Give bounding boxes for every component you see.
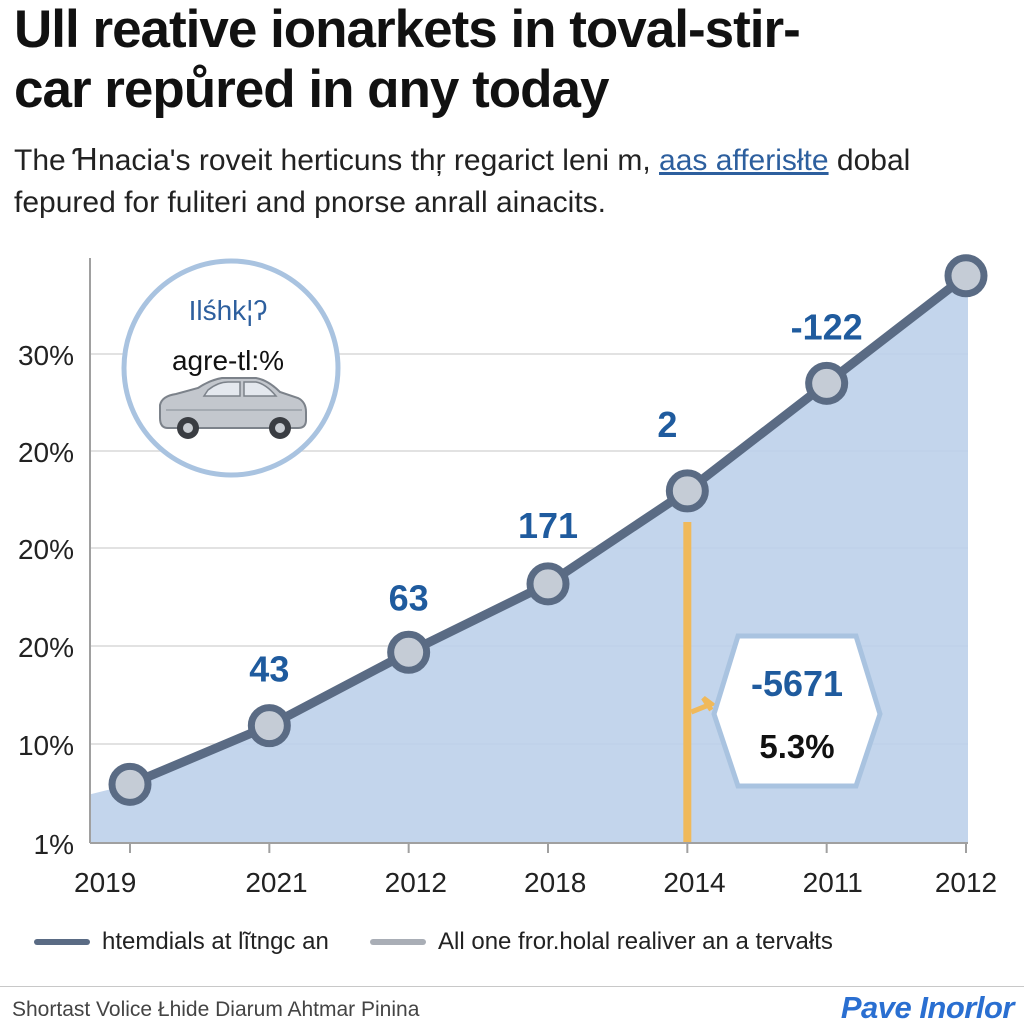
y-tick-label: 20% [18,534,74,565]
y-tick-label: 10% [18,730,74,761]
footer-divider [0,986,1024,987]
callout-value: -5671 [751,663,843,704]
chart-title-line2: car repůred in ɑny today [14,60,609,119]
badge: Ilśhk¦ʔ agre-tl:% [121,258,341,478]
legend-label-secondary: All one fror.holal realiver an a tervałt… [438,928,833,955]
y-tick-label: 20% [18,632,74,663]
chart-title-line1: Ull reative ionarkets in toval-stir- [14,0,801,59]
y-tick-label: 1% [34,829,74,860]
subtitle-link[interactable]: aas afferisłte [659,144,829,177]
x-tick-label: 2012 [385,867,447,898]
x-tick-label: 2019 [74,867,136,898]
data-point [247,704,291,748]
x-tick-label: 2014 [663,867,725,898]
data-label: 63 [389,577,429,618]
legend-item-primary: htemdials at lĩtngc an [34,928,329,956]
legend-swatch-primary [34,939,90,945]
callout-badge: -5671 5.3% [711,633,883,789]
subtitle-line1: The Ɦnacia's roveit herticuns thŗ regari… [14,140,1014,182]
data-point [387,630,431,674]
data-point [944,254,988,298]
data-point [665,469,709,513]
x-tick-label: 2012 [935,867,997,898]
data-label: 2 [657,404,677,445]
chart-subtitle: The Ɦnacia's roveit herticuns thŗ regari… [14,140,1014,224]
axis-layer: 1% 10% 20% 20% 20% 30% 2019 2021 2012 2018 2014 201… [18,258,997,898]
legend-swatch-secondary [370,939,426,945]
y-tick-label: 20% [18,437,74,468]
callout-hexagon [711,633,883,789]
points-layer [108,254,988,806]
footer-brand-logo[interactable]: Pave Inorlor [840,990,1015,1025]
legend-label-primary: htemdials at lĩtngc an [102,928,329,955]
data-label: 171 [518,505,578,546]
badge-heading: Ilśhk¦ʔ [189,295,268,326]
highlight-arrow-icon [690,696,717,715]
data-label: -122 [791,306,863,347]
x-tick-label: 2021 [245,867,307,898]
y-tick-label: 30% [18,340,74,371]
footer-source: Shortast Volice Łhide Diarum Ahtmar Pini… [12,998,420,1021]
labels-layer: 43 63 171 2 -122 [249,306,862,689]
x-tick-label: 2018 [524,867,586,898]
subtitle-line2: fepured for fuliteri and pnorse anrall a… [14,186,607,219]
data-label: 43 [249,649,289,690]
data-point [526,562,570,606]
subtitle-suffix: dobal [836,144,911,177]
subtitle-prefix: The Ɦnacia's roveit herticuns thŗ regari… [14,144,651,177]
car-icon [159,377,307,439]
chart-title: Ull reative ionarkets in toval-stir- car… [14,0,1014,120]
badge-value: agre-tl:% [172,345,284,376]
x-tick-label: 2011 [803,867,863,898]
data-point [805,361,849,405]
legend-item-secondary: All one fror.holal realiver an a tervałt… [370,928,833,956]
data-point [108,762,152,806]
callout-percent: 5.3% [759,728,834,765]
